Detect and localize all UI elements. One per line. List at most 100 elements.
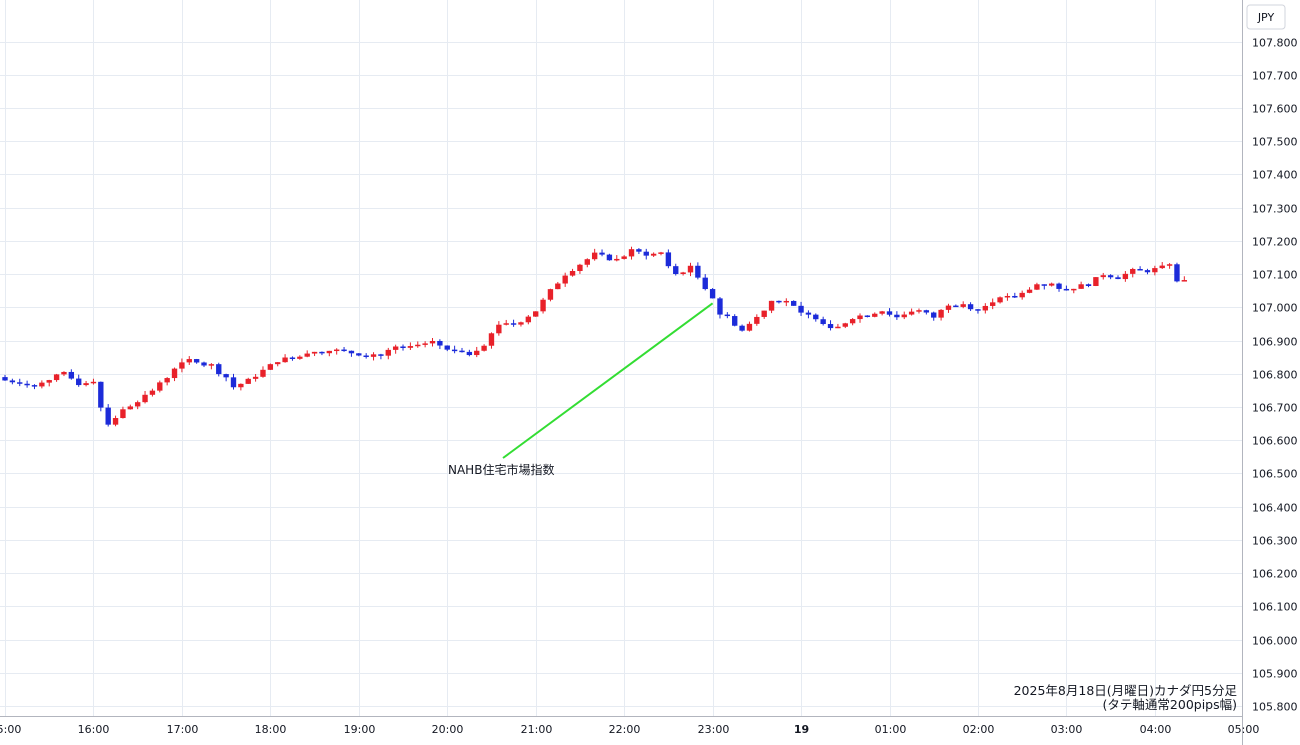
candle-body: [459, 350, 465, 353]
candle-body: [702, 277, 708, 290]
candle-body: [990, 302, 996, 306]
candle-body: [348, 350, 355, 354]
candle-body: [496, 324, 502, 334]
candle-body: [931, 312, 937, 318]
candle-body: [201, 362, 207, 366]
candle-body: [127, 406, 133, 410]
candle-body: [1078, 284, 1084, 289]
y-tick-label: 107.100: [1252, 269, 1298, 282]
candle-body: [503, 323, 509, 325]
candle-body: [223, 374, 229, 378]
candle-body: [334, 349, 340, 352]
candle-body: [1107, 275, 1114, 278]
candle-body: [90, 381, 97, 384]
candle-body: [429, 340, 436, 344]
chart-caption-line1: 2025年8月18日(月曜日)カナダ円5分足: [1014, 683, 1238, 698]
candle-body: [606, 254, 613, 261]
candle-body: [481, 345, 487, 351]
candle-body: [157, 382, 163, 391]
candle-body: [1071, 288, 1077, 291]
y-tick-label: 106.100: [1252, 601, 1298, 614]
candle-body: [1056, 283, 1062, 289]
candle-body: [525, 316, 532, 323]
candle-body: [39, 382, 45, 387]
candle-body: [304, 353, 310, 357]
candle-body: [1181, 280, 1188, 282]
candle-body: [953, 305, 959, 308]
candle-body: [820, 319, 826, 325]
candle-body: [835, 326, 841, 329]
candle-body: [437, 340, 443, 346]
candle-body: [695, 265, 701, 278]
candle-body: [916, 310, 922, 312]
candle-body: [1041, 284, 1047, 286]
candle-body: [673, 266, 679, 274]
candle-body: [216, 364, 222, 375]
candle-body: [967, 304, 974, 310]
candle-body: [193, 359, 200, 363]
candle-body: [341, 349, 347, 352]
candle-body: [510, 323, 517, 325]
y-tick-label: 106.700: [1252, 402, 1298, 415]
candle-body: [680, 272, 686, 274]
candle-body: [584, 259, 590, 265]
y-tick-label: 105.800: [1252, 701, 1298, 714]
candle-body: [238, 383, 244, 388]
candle-body: [385, 349, 391, 356]
candle-body: [451, 349, 458, 352]
candle-body: [466, 351, 473, 356]
candle-body: [53, 374, 60, 381]
vertical-gridlines: [5, 0, 1156, 716]
annotation: NAHB住宅市場指数: [448, 302, 714, 477]
candle-body: [120, 409, 126, 419]
candle-body: [643, 251, 649, 256]
x-tick-label: 04:00: [1140, 723, 1172, 736]
x-tick-label: 17:00: [167, 723, 199, 736]
candle-body: [488, 333, 495, 346]
candle-body: [392, 346, 399, 350]
candle-body: [252, 376, 259, 379]
candle-body: [628, 249, 635, 257]
candle-body: [1026, 289, 1033, 293]
price-axis[interactable]: 107.800 107.700 107.600 107.500 107.400 107.3…: [1252, 37, 1298, 714]
candle-body: [275, 362, 281, 365]
candle-body: [415, 344, 421, 347]
candle-body: [894, 314, 900, 318]
y-tick-label: 106.500: [1252, 468, 1298, 481]
currency-box: [1246, 4, 1286, 30]
x-tick-label: 20:00: [432, 723, 464, 736]
y-tick-label: 107.700: [1252, 70, 1298, 83]
candle-body: [83, 383, 89, 386]
y-tick-label: 107.500: [1252, 136, 1298, 149]
candle-body: [842, 323, 848, 327]
candle-body: [805, 312, 812, 315]
time-axis[interactable]: 15:00 16:00 17:00 18:00 19:00 20:00 21:00 22:00…: [0, 723, 1259, 736]
candle-body: [717, 298, 723, 315]
candle-body: [230, 377, 237, 388]
candle-body: [378, 354, 384, 356]
candle-body: [297, 356, 303, 359]
candle-body: [1122, 273, 1129, 280]
candle-body: [724, 314, 731, 317]
x-tick-label: 23:00: [698, 723, 730, 736]
chart-caption-line2: (タテ軸通常200pips幅): [1103, 697, 1237, 712]
y-tick-label: 107.200: [1252, 236, 1298, 249]
candle-body: [17, 382, 23, 384]
candle-body: [98, 381, 104, 408]
candle-body: [356, 353, 362, 356]
candle-body: [46, 380, 52, 383]
candle-body: [289, 357, 296, 360]
candle-body: [171, 368, 178, 379]
y-tick-label: 107.600: [1252, 103, 1298, 116]
candle-body: [311, 351, 318, 354]
candle-body: [1130, 268, 1136, 274]
candle-body: [149, 390, 156, 395]
candle-body: [872, 313, 878, 317]
candle-body: [112, 418, 119, 425]
candle-body: [474, 350, 480, 356]
candle-body: [186, 359, 192, 363]
y-tick-label: 105.900: [1252, 668, 1298, 681]
candle-body: [621, 256, 627, 259]
candle-body: [2, 377, 8, 381]
candle-body: [370, 354, 377, 357]
